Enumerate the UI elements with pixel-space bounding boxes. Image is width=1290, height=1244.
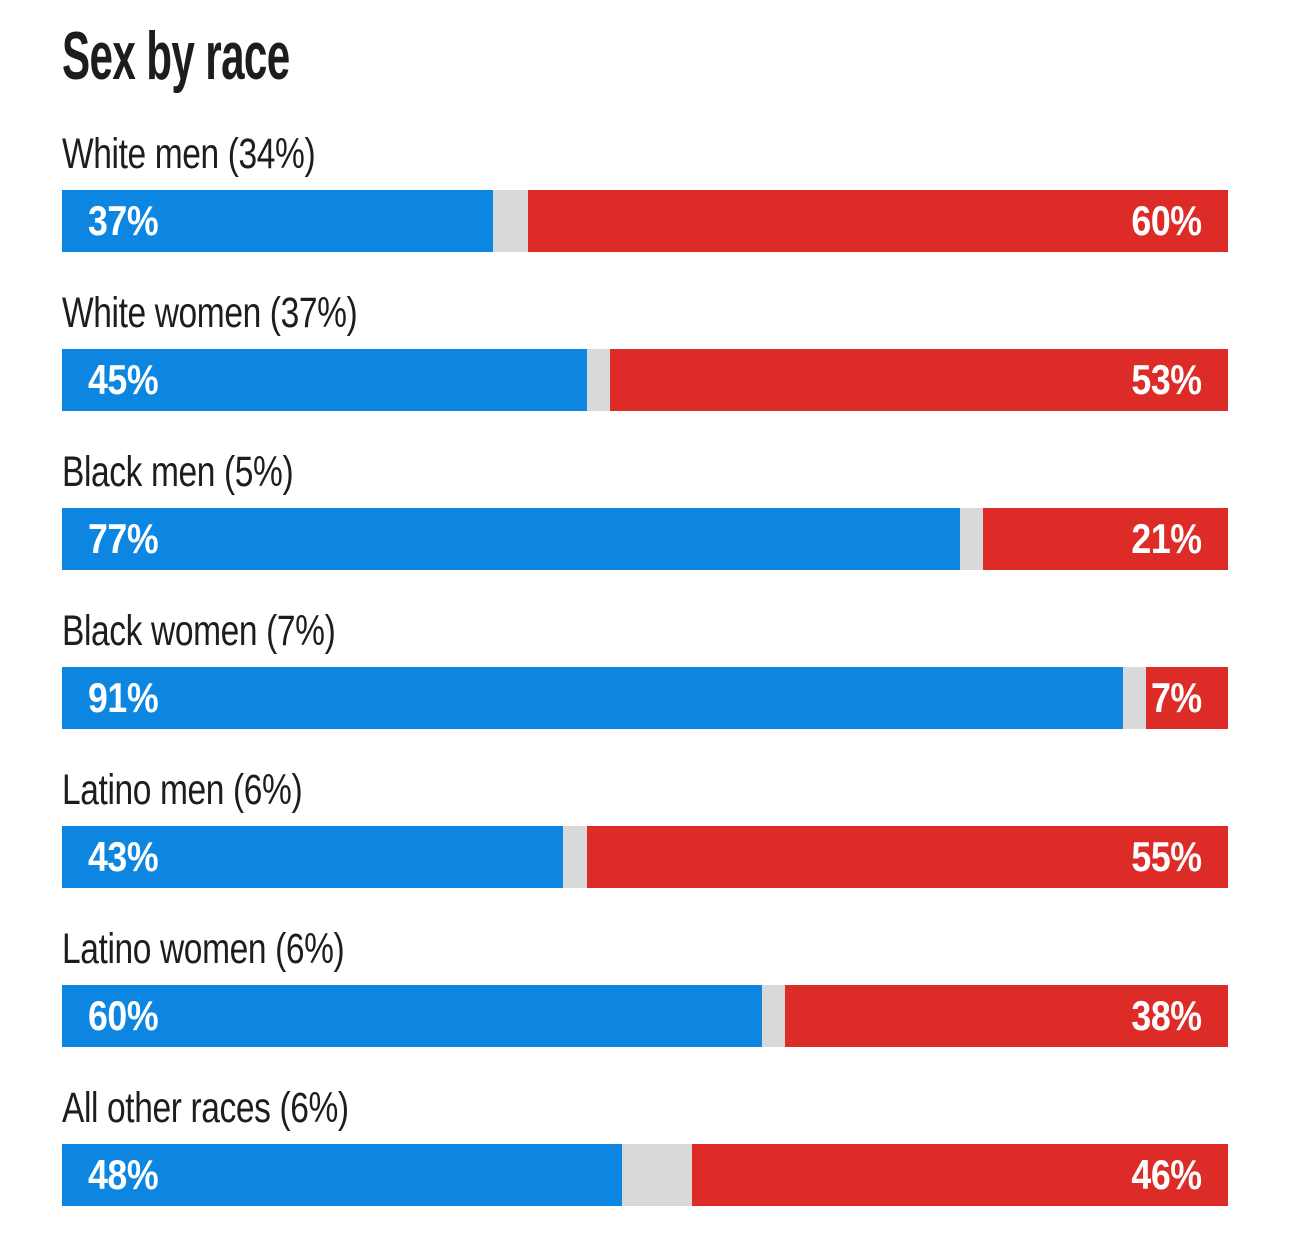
gap-segment bbox=[621, 1144, 692, 1206]
republican-value-label: 21% bbox=[1131, 515, 1203, 562]
democratic-value-label: 48% bbox=[88, 1151, 159, 1198]
bar-row: All other races (6%) 48% 46% bbox=[62, 1085, 1228, 1206]
stacked-bar: 48% 46% bbox=[62, 1144, 1228, 1206]
bar-row: Black men (5%) 77% 21% bbox=[62, 449, 1228, 570]
democratic-value-label: 45% bbox=[88, 356, 159, 403]
democratic-segment: 45% bbox=[62, 349, 587, 411]
democratic-segment: 91% bbox=[62, 667, 1124, 729]
chart-title: Sex by race bbox=[62, 18, 290, 94]
category-label: Black men (5%) bbox=[62, 448, 294, 496]
democratic-value-label: 37% bbox=[88, 197, 159, 244]
category-label: Latino men (6%) bbox=[62, 766, 303, 814]
republican-value-label: 38% bbox=[1131, 992, 1203, 1039]
democratic-value-label: 43% bbox=[88, 833, 159, 880]
stacked-bar: 77% 21% bbox=[62, 508, 1228, 570]
democratic-value-label: 60% bbox=[88, 992, 159, 1039]
gap-segment bbox=[493, 190, 529, 252]
republican-value-label: 60% bbox=[1131, 197, 1203, 244]
republican-segment: 46% bbox=[691, 1144, 1228, 1206]
republican-value-label: 55% bbox=[1131, 833, 1203, 880]
bar-rows: White men (34%) 37% 60% White women (37%… bbox=[62, 131, 1228, 1206]
republican-segment: 60% bbox=[528, 190, 1228, 252]
stacked-bar: 37% 60% bbox=[62, 190, 1228, 252]
gap-segment bbox=[959, 508, 984, 570]
republican-segment: 38% bbox=[784, 985, 1228, 1047]
gap-segment bbox=[563, 826, 587, 888]
gap-segment bbox=[1123, 667, 1147, 729]
category-label: Black women (7%) bbox=[62, 607, 336, 655]
gap-segment bbox=[586, 349, 610, 411]
democratic-segment: 37% bbox=[62, 190, 494, 252]
democratic-value-label: 91% bbox=[88, 674, 159, 721]
democratic-segment: 48% bbox=[62, 1144, 622, 1206]
republican-value-label: 7% bbox=[1151, 674, 1202, 721]
category-label: White women (37%) bbox=[62, 289, 358, 337]
bar-row: White women (37%) 45% 53% bbox=[62, 290, 1228, 411]
republican-value-label: 46% bbox=[1131, 1151, 1203, 1198]
republican-segment: 55% bbox=[586, 826, 1228, 888]
republican-segment: 7% bbox=[1146, 667, 1228, 729]
bar-row: White men (34%) 37% 60% bbox=[62, 131, 1228, 252]
democratic-segment: 43% bbox=[62, 826, 564, 888]
republican-segment: 21% bbox=[983, 508, 1228, 570]
democratic-value-label: 77% bbox=[88, 515, 159, 562]
republican-segment: 53% bbox=[610, 349, 1228, 411]
democratic-segment: 77% bbox=[62, 508, 960, 570]
stacked-bar: 43% 55% bbox=[62, 826, 1228, 888]
stacked-bar: 60% 38% bbox=[62, 985, 1228, 1047]
bar-row: Latino women (6%) 60% 38% bbox=[62, 926, 1228, 1047]
bar-row: Black women (7%) 91% 7% bbox=[62, 608, 1228, 729]
category-label: Latino women (6%) bbox=[62, 925, 345, 973]
republican-value-label: 53% bbox=[1131, 356, 1203, 403]
democratic-segment: 60% bbox=[62, 985, 762, 1047]
category-label: White men (34%) bbox=[62, 130, 316, 178]
category-label: All other races (6%) bbox=[62, 1084, 349, 1132]
gap-segment bbox=[761, 985, 785, 1047]
stacked-bar: 45% 53% bbox=[62, 349, 1228, 411]
bar-row: Latino men (6%) 43% 55% bbox=[62, 767, 1228, 888]
stacked-bar: 91% 7% bbox=[62, 667, 1228, 729]
